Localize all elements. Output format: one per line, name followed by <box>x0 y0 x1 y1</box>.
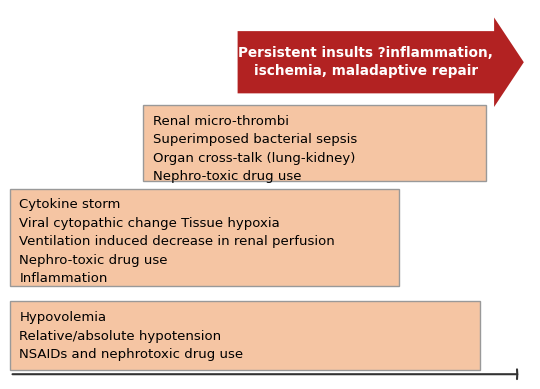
FancyBboxPatch shape <box>143 105 486 181</box>
Text: Hypovolemia
Relative/absolute hypotension
NSAIDs and nephrotoxic drug use: Hypovolemia Relative/absolute hypotensio… <box>19 311 244 361</box>
FancyBboxPatch shape <box>10 301 480 370</box>
Text: Cytokine storm
Viral cytopathic change Tissue hypoxia
Ventilation induced decrea: Cytokine storm Viral cytopathic change T… <box>19 198 335 286</box>
Text: Renal micro-thrombi
Superimposed bacterial sepsis
Organ cross-talk (lung-kidney): Renal micro-thrombi Superimposed bacteri… <box>153 115 357 183</box>
Polygon shape <box>238 18 524 107</box>
FancyBboxPatch shape <box>10 189 399 286</box>
Text: Persistent insults ?inflammation,
ischemia, maladaptive repair: Persistent insults ?inflammation, ischem… <box>239 46 493 79</box>
